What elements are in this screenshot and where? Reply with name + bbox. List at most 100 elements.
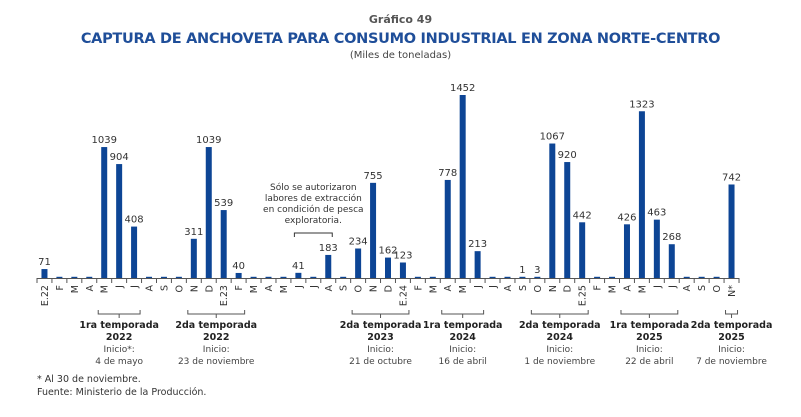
x-tick-label: A — [324, 285, 335, 292]
annotation-text: Sólo se autorizaron — [270, 182, 357, 193]
bar — [250, 276, 257, 278]
data-label: 904 — [110, 152, 129, 163]
data-label: 1039 — [91, 135, 116, 146]
x-tick-label: J — [473, 285, 484, 289]
season-bracket — [187, 310, 246, 318]
data-label: 442 — [573, 210, 592, 221]
x-tick-label: M — [70, 285, 81, 293]
x-tick-label: E.22 — [40, 285, 51, 306]
data-label: 41 — [292, 261, 305, 272]
bar — [160, 276, 167, 278]
season-start-label: Inicio: — [203, 345, 230, 355]
x-tick-label: E.25 — [578, 285, 589, 306]
x-tick-label: F — [593, 285, 604, 290]
bar — [549, 143, 556, 278]
bars-group — [41, 95, 735, 278]
bar — [41, 269, 48, 278]
data-label: 755 — [364, 171, 383, 182]
x-tick-label: J — [130, 285, 141, 289]
x-tick-label: J — [309, 285, 320, 289]
bar — [504, 276, 511, 278]
x-tick-label: J — [115, 285, 126, 289]
season-bracket — [725, 310, 739, 318]
season-start-date: 7 de noviembre — [696, 357, 767, 367]
bar — [370, 182, 377, 278]
season-bracket — [530, 310, 589, 318]
x-tick-label: J — [294, 285, 305, 289]
season-start-date: 21 de octubre — [349, 357, 412, 367]
bar — [564, 162, 571, 278]
x-tick-label: S — [518, 285, 529, 291]
bar — [385, 257, 391, 278]
bar — [131, 226, 138, 278]
data-label: 920 — [558, 150, 577, 161]
bar — [623, 224, 630, 278]
x-tick-label: E.23 — [219, 285, 230, 306]
bar — [355, 248, 362, 278]
x-tick-labels-group: E.22 F M A M J J A S O N D E.23 F M A M J J A S O N D E.24 F M A M J J… — [40, 285, 738, 307]
bar — [175, 276, 182, 278]
data-label: 71 — [38, 257, 51, 268]
x-tick-label: F — [55, 285, 66, 290]
annotation-text: labores de extracción — [265, 193, 362, 204]
data-label: 3 — [534, 265, 540, 276]
data-label: 1039 — [196, 135, 221, 146]
season-bracket — [620, 310, 679, 318]
bar — [71, 276, 78, 278]
season-bracket — [441, 310, 485, 318]
x-tick-label: A — [443, 285, 454, 292]
season-start-label: Inicio: — [546, 345, 573, 355]
x-tick-label: F — [234, 285, 245, 290]
season-name: 2da temporada — [340, 320, 422, 331]
ticks-group — [36, 278, 740, 283]
season-year: 2025 — [718, 332, 744, 343]
bar — [414, 276, 421, 278]
x-tick-label: N — [189, 285, 200, 292]
bar — [429, 276, 436, 278]
x-tick-label: A — [503, 285, 514, 292]
x-tick-label: N* — [727, 285, 738, 297]
bar — [325, 254, 332, 278]
data-label: 1067 — [540, 132, 565, 143]
data-label: 183 — [319, 243, 338, 254]
x-tick-label: E.24 — [398, 285, 409, 306]
data-label: 268 — [662, 232, 681, 243]
footnote: * Al 30 de noviembre. — [37, 374, 141, 385]
season-year: 2024 — [547, 332, 574, 343]
x-tick-label: D — [384, 285, 395, 292]
season-start-label: Inicio: — [449, 345, 476, 355]
x-tick-label: A — [145, 285, 156, 292]
season-name: 1ra temporada — [610, 320, 690, 331]
season-start-label: Inicio*: — [103, 345, 134, 355]
season-bracket — [351, 310, 410, 318]
x-tick-label: D — [204, 285, 215, 292]
x-tick-label: J — [667, 285, 678, 289]
data-label: 123 — [393, 250, 412, 261]
x-tick-label: A — [264, 285, 275, 292]
season-year: 2025 — [636, 332, 662, 343]
x-tick-label: M — [100, 285, 111, 293]
season-start-date: 23 de noviembre — [178, 357, 255, 367]
bar — [579, 222, 586, 278]
bar — [609, 276, 616, 278]
footnotes: * Al 30 de noviembre. Fuente: Ministerio… — [37, 373, 206, 399]
bar — [56, 276, 63, 278]
season-name: 2da temporada — [691, 320, 773, 331]
x-tick-label: M — [608, 285, 619, 293]
season-name: 2da temporada — [519, 320, 601, 331]
season-start-date: 16 de abril — [439, 357, 487, 367]
bar — [728, 184, 735, 278]
data-label: 742 — [722, 172, 741, 183]
bar — [235, 272, 242, 278]
annotation-bracket — [293, 232, 333, 237]
bar — [295, 272, 302, 278]
season-start-date: 4 de mayo — [95, 357, 143, 367]
data-label: 1323 — [629, 99, 654, 110]
bar — [653, 219, 660, 278]
data-label: 778 — [438, 168, 457, 179]
bar — [698, 276, 705, 278]
